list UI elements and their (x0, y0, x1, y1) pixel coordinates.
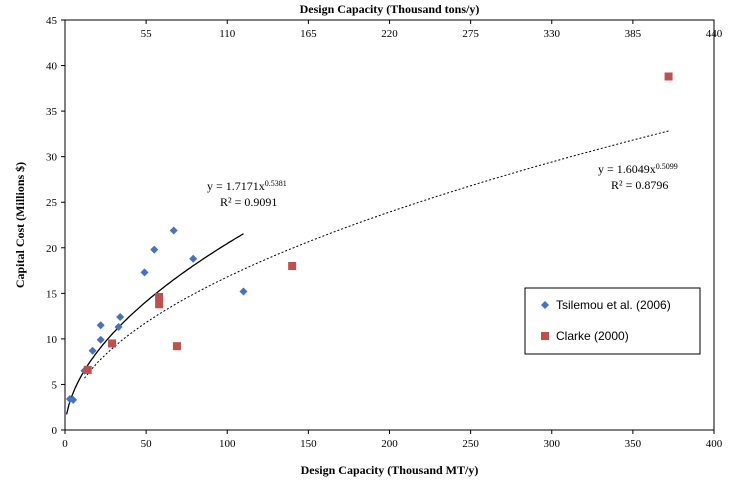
x-tick-label: 250 (462, 438, 479, 450)
data-point-tsilemou (189, 254, 198, 263)
x2-tick-label: 110 (219, 28, 236, 40)
data-point-clarke (83, 365, 92, 374)
trendline-equation-tsilemou-exponent: 0.5381 (265, 179, 287, 188)
legend-marker-tsilemou (541, 301, 549, 309)
trendline-clarke (84, 130, 669, 379)
data-point-clarke (155, 292, 164, 301)
data-point-tsilemou (96, 335, 105, 344)
data-point-tsilemou (169, 226, 178, 235)
legend-label-tsilemou: Tsilemou et al. (2006) (556, 298, 671, 312)
x-tick-label: 100 (219, 438, 236, 450)
x-tick-label: 400 (706, 438, 723, 450)
y-tick-label: 0 (52, 425, 58, 437)
x-tick-label: 300 (544, 438, 561, 450)
y-tick-label: 35 (46, 106, 58, 118)
y-axis-ticks: 0 5 10 15 20 25 30 35 40 45 (46, 15, 65, 437)
y-tick-label: 15 (46, 288, 58, 300)
x2-tick-label: 385 (625, 28, 642, 40)
data-point-clarke (108, 339, 117, 348)
y-tick-label: 45 (46, 15, 58, 27)
trendline-equation-tsilemou-base: y = 1.7171x (207, 179, 265, 193)
legend: Tsilemou et al. (2006) Clarke (2000) (524, 287, 701, 355)
x2-tick-label: 275 (462, 28, 479, 40)
x-axis-title: Design Capacity (Thousand MT/y) (301, 463, 479, 477)
x-tick-label: 200 (381, 438, 398, 450)
data-point-tsilemou (114, 323, 123, 332)
data-point-tsilemou (150, 245, 159, 254)
trendline-equation-tsilemou: y = 1.7171x0.5381 (207, 179, 287, 194)
x2-tick-label: 440 (706, 28, 723, 40)
trendline-equation-clarke: y = 1.6049x0.5099 (598, 162, 678, 177)
y-tick-label: 20 (46, 243, 58, 255)
legend-marker-clarke (541, 332, 549, 340)
data-point-tsilemou (88, 346, 97, 355)
data-point-clarke (664, 72, 673, 81)
data-point-tsilemou (239, 287, 248, 296)
data-point-tsilemou (116, 313, 125, 322)
trendline-r2-tsilemou: R² = 0.9091 (220, 195, 277, 209)
x2-tick-label: 165 (300, 28, 317, 40)
y-tick-label: 30 (46, 152, 58, 164)
x-tick-label: 50 (141, 438, 153, 450)
secondary-x-axis-ticks: 55 110 165 220 275 330 385 440 (141, 20, 723, 40)
x-tick-label: 350 (625, 438, 642, 450)
y-axis-title: Capital Cost (Millions $) (13, 162, 27, 288)
x-tick-label: 150 (300, 438, 317, 450)
data-point-clarke (172, 342, 181, 351)
data-point-tsilemou (69, 395, 78, 404)
y-tick-label: 25 (46, 197, 58, 209)
x2-tick-label: 220 (381, 28, 398, 40)
x-axis-ticks: 0 50 100 150 200 250 300 350 400 (62, 430, 723, 450)
data-point-tsilemou (96, 321, 105, 330)
x2-tick-label: 55 (141, 28, 153, 40)
y-tick-label: 40 (46, 61, 58, 73)
data-point-clarke (155, 300, 164, 309)
x-tick-label: 0 (62, 438, 68, 450)
trendline-equation-clarke-base: y = 1.6049x (598, 162, 656, 176)
secondary-x-axis-title: Design Capacity (Thousand tons/y) (300, 2, 480, 16)
legend-box (524, 287, 701, 355)
data-point-clarke (288, 262, 297, 270)
trendline-r2-clarke: R² = 0.8796 (611, 178, 668, 192)
trendline-tsilemou (65, 233, 244, 415)
x2-tick-label: 330 (544, 28, 561, 40)
legend-label-clarke: Clarke (2000) (556, 329, 629, 343)
data-point-tsilemou (140, 268, 149, 277)
y-tick-label: 10 (46, 334, 58, 346)
trendline-equation-clarke-exponent: 0.5099 (656, 162, 678, 171)
data-points (65, 72, 673, 404)
y-tick-label: 5 (52, 379, 58, 391)
trendlines (65, 130, 669, 415)
